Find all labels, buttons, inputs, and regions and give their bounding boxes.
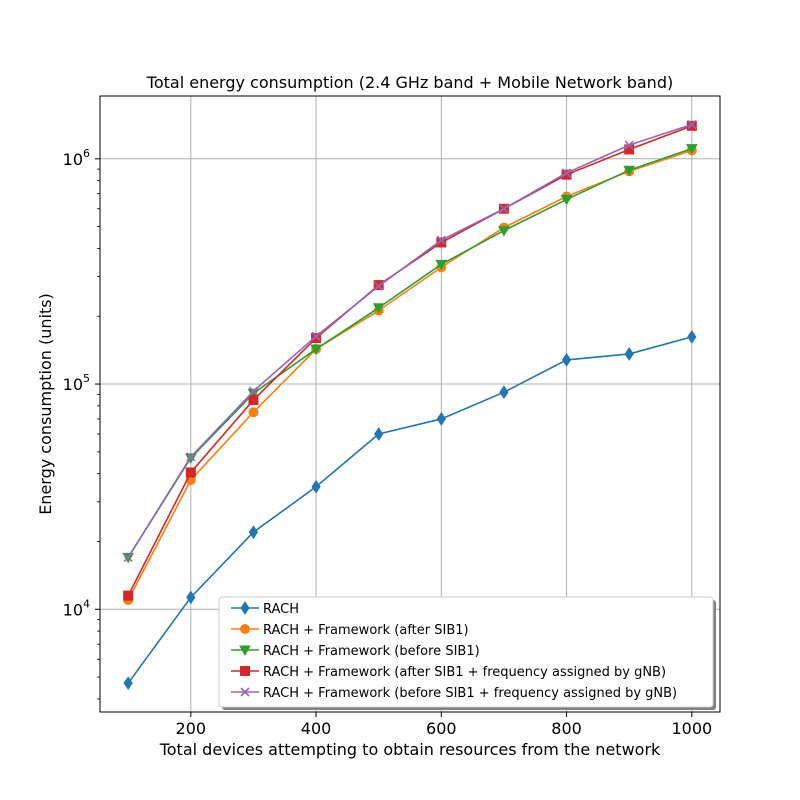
x-axis-label: Total devices attempting to obtain resou… xyxy=(159,740,661,759)
data-point xyxy=(311,331,321,341)
data-point xyxy=(499,385,509,400)
data-point-stroke xyxy=(499,204,509,214)
data-point-stroke xyxy=(374,281,384,291)
data-point-stroke xyxy=(186,452,196,462)
data-point xyxy=(248,386,259,396)
chart-title: Total energy consumption (2.4 GHz band +… xyxy=(146,73,673,92)
data-point xyxy=(186,590,196,605)
series-layer xyxy=(122,119,698,691)
data-point xyxy=(561,352,572,367)
y-tick-label: 106 xyxy=(63,147,90,169)
legend-box xyxy=(218,596,714,708)
data-point xyxy=(374,281,384,291)
data-point xyxy=(436,237,447,248)
legend-entry: RACH + Framework (before SIB1 + frequenc… xyxy=(231,686,677,701)
series-line xyxy=(127,123,693,558)
data-point xyxy=(123,676,133,691)
legend-entry: RACH xyxy=(231,601,299,617)
x-tick-label: 400 xyxy=(301,719,332,738)
x-tick-label: 200 xyxy=(176,719,207,738)
tick-layer: 200 400 600 800 1000 104 105 106 xyxy=(63,147,713,738)
data-point xyxy=(561,168,572,178)
data-point xyxy=(624,347,634,361)
data-point xyxy=(498,226,510,237)
data-point-stroke xyxy=(561,168,572,178)
y-tick-label: 104 xyxy=(63,597,90,619)
data-point xyxy=(311,333,322,344)
series-group xyxy=(123,329,697,691)
legend-label: RACH xyxy=(263,602,299,617)
data-point xyxy=(685,144,698,155)
data-point-stroke xyxy=(240,687,250,697)
data-point xyxy=(435,259,448,271)
data-point-stroke xyxy=(311,331,321,341)
legend-label: RACH + Framework (after SIB1 + frequency… xyxy=(263,665,666,680)
data-point xyxy=(123,552,133,562)
series-group xyxy=(123,119,697,562)
legend: RACH RACH + Framework (after SIB1) RACH + … xyxy=(218,596,716,710)
data-point xyxy=(499,204,509,214)
data-point xyxy=(248,525,259,540)
legend-entry: RACH + Framework (after SIB1) xyxy=(231,623,469,638)
series-line xyxy=(127,149,693,601)
data-point-stroke xyxy=(436,235,446,245)
data-point xyxy=(310,344,322,356)
data-point xyxy=(240,687,250,697)
data-point-stroke xyxy=(687,119,697,130)
data-point xyxy=(374,427,384,441)
x-tick-label: 800 xyxy=(551,719,582,738)
y-tick-label: 105 xyxy=(63,372,90,394)
data-point-stroke xyxy=(248,386,259,396)
data-point xyxy=(687,329,697,344)
data-point xyxy=(436,412,446,426)
y-axis-label: Energy consumption (units) xyxy=(36,293,55,515)
data-point xyxy=(623,165,636,177)
data-point xyxy=(185,467,196,478)
data-point xyxy=(123,590,134,601)
data-point-stroke xyxy=(624,140,634,150)
legend-label: RACH + Framework (after SIB1) xyxy=(263,623,469,638)
data-point xyxy=(560,194,573,206)
data-point xyxy=(240,666,250,676)
data-point xyxy=(372,303,385,314)
data-point xyxy=(240,624,250,634)
plot-frame xyxy=(99,95,721,713)
data-point xyxy=(624,140,634,150)
legend-entry: RACH + Framework (before SIB1) xyxy=(231,644,480,659)
data-point-stroke xyxy=(123,552,133,562)
data-point xyxy=(248,407,259,418)
data-point xyxy=(239,645,251,657)
series-line xyxy=(127,336,693,684)
data-point xyxy=(248,394,259,405)
series-line xyxy=(127,147,693,558)
data-point xyxy=(436,235,446,245)
x-tick-label: 1000 xyxy=(671,719,712,738)
legend-label: RACH + Framework (before SIB1 + frequenc… xyxy=(263,686,677,701)
x-tick-label: 600 xyxy=(426,719,457,738)
data-point xyxy=(687,119,697,130)
legend-entry: RACH + Framework (after SIB1 + frequency… xyxy=(231,665,666,680)
data-point xyxy=(186,452,196,462)
data-point xyxy=(311,479,321,494)
legend-label: RACH + Framework (before SIB1) xyxy=(263,644,480,659)
data-point xyxy=(240,601,250,615)
